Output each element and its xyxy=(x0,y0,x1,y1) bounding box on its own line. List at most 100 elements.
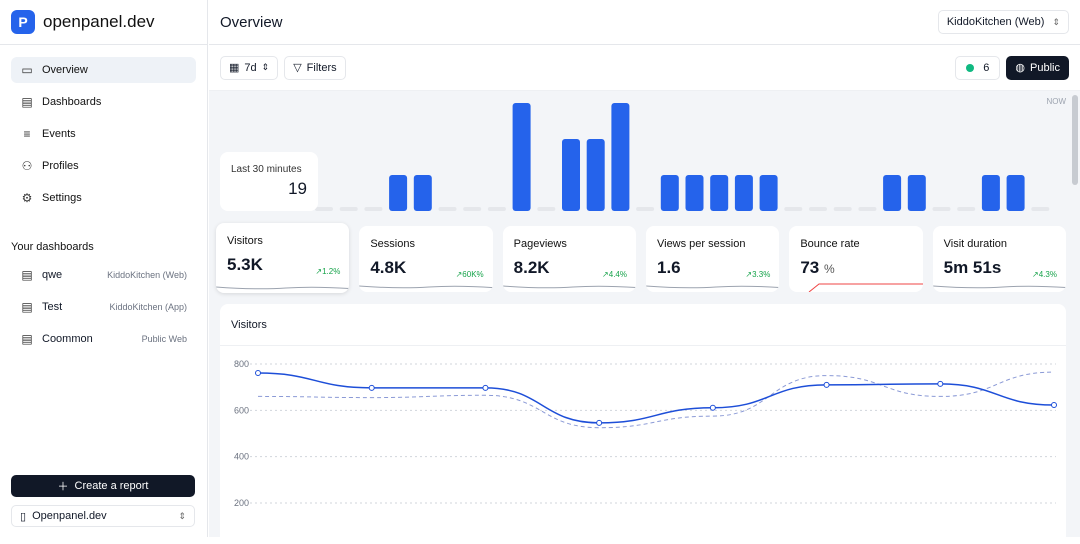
dashboard-project: Public Web xyxy=(141,334,187,344)
sidebar-item-settings[interactable]: ⚙ Settings xyxy=(11,185,196,211)
dashboard-item[interactable]: ▤ Coommon Public Web xyxy=(0,323,207,355)
realtime-bar[interactable] xyxy=(463,207,482,211)
visitors-chart-card: Visitors 800 600 400 200 xyxy=(220,304,1066,544)
sparkline xyxy=(359,285,493,289)
building-icon: ▯ xyxy=(20,510,27,523)
realtime-bar[interactable] xyxy=(438,207,457,211)
date-range-button[interactable]: ▦ 7d ⇕ xyxy=(220,55,279,80)
realtime-bar[interactable] xyxy=(809,207,827,211)
chevron-updown-icon: ⇕ xyxy=(1052,16,1060,27)
metric-title: Pageviews xyxy=(513,238,567,250)
layout-icon: ▤ xyxy=(21,332,33,346)
realtime-bars xyxy=(315,103,1050,211)
dashed-series-line xyxy=(257,371,1055,429)
realtime-bar[interactable] xyxy=(957,207,976,211)
data-point[interactable] xyxy=(255,370,261,377)
data-point[interactable] xyxy=(596,419,603,426)
realtime-bar[interactable] xyxy=(907,175,926,211)
org-select[interactable]: ▯ Openpanel.dev ⇕ xyxy=(11,505,195,527)
metric-change-value: 4.4% xyxy=(608,270,627,279)
sidebar-item-events[interactable]: ≡ Events xyxy=(11,121,196,147)
realtime-bar[interactable] xyxy=(487,207,506,211)
realtime-bar[interactable] xyxy=(858,207,877,211)
realtime-bar[interactable] xyxy=(562,139,580,211)
logo[interactable]: P openpanel.dev xyxy=(0,0,207,45)
create-report-label: Create a report xyxy=(74,480,149,492)
realtime-bar[interactable] xyxy=(932,207,951,211)
realtime-bar[interactable] xyxy=(660,175,679,211)
data-point[interactable] xyxy=(482,384,489,391)
dashboard-project: KiddoKitchen (App) xyxy=(109,302,187,312)
realtime-bar[interactable] xyxy=(784,207,803,211)
project-select[interactable]: KiddoKitchen (Web) ⇕ xyxy=(937,10,1069,34)
calendar-icon: ▦ xyxy=(229,62,240,74)
y-tick-label: 800 xyxy=(234,359,249,369)
public-button[interactable]: ◍ Public xyxy=(1006,55,1069,80)
realtime-bar[interactable] xyxy=(685,175,704,211)
metric-value: 5.3K xyxy=(227,255,263,274)
realtime-bar[interactable] xyxy=(981,175,1000,211)
metric-value: 73 xyxy=(800,258,820,277)
realtime-bar[interactable] xyxy=(734,175,753,211)
layout-icon: ▤ xyxy=(21,95,33,109)
scrollbar[interactable] xyxy=(1072,95,1078,185)
sparkline xyxy=(216,286,350,290)
dashboard-item[interactable]: ▤ Test KiddoKitchen (App) xyxy=(0,291,207,323)
metric-card[interactable]: Visitors 5.3K ↗1.2% xyxy=(216,223,350,293)
dashboard-item[interactable]: ▤ qwe KiddoKitchen (Web) xyxy=(0,259,207,291)
metric-card[interactable]: Bounce rate 73 % xyxy=(789,226,923,292)
realtime-bar[interactable] xyxy=(512,103,531,211)
create-report-button[interactable]: ＋ Create a report xyxy=(11,475,195,497)
metric-card[interactable]: Visit duration 5m 51s ↗4.3% xyxy=(932,226,1066,292)
realtime-bar[interactable] xyxy=(636,207,655,211)
metric-change: ↗3.3% xyxy=(745,270,771,279)
realtime-bar[interactable] xyxy=(883,175,902,211)
realtime-bar[interactable] xyxy=(537,207,556,211)
realtime-bar[interactable] xyxy=(389,175,408,211)
gear-icon: ⚙ xyxy=(21,191,33,205)
data-point[interactable] xyxy=(823,381,830,388)
dashboard-name: Test xyxy=(42,301,63,313)
realtime-bar[interactable] xyxy=(833,207,852,211)
dashboard-name: qwe xyxy=(42,269,63,281)
sidebar-item-profiles[interactable]: ⚇ Profiles xyxy=(11,153,196,179)
realtime-bar[interactable] xyxy=(339,207,358,211)
realtime-bar[interactable] xyxy=(1031,207,1050,211)
public-label: Public xyxy=(1030,61,1060,74)
data-point[interactable] xyxy=(368,384,375,391)
live-count: 6 xyxy=(983,61,990,74)
realtime-bar[interactable] xyxy=(710,175,729,211)
dashboards-heading: Your dashboards xyxy=(11,241,94,253)
sidebar-item-dashboards[interactable]: ▤ Dashboards xyxy=(11,89,196,115)
metric-card[interactable]: Views per session 1.6 ↗3.3% xyxy=(645,226,780,292)
realtime-bar[interactable] xyxy=(759,175,778,211)
data-point[interactable] xyxy=(709,404,716,411)
metric-change: ↗1.2% xyxy=(315,267,341,276)
last-30-min-card: Last 30 minutes 19 xyxy=(220,152,318,211)
filters-button[interactable]: ▽ Filters xyxy=(284,55,346,80)
realtime-bar[interactable] xyxy=(611,103,630,211)
live-visitors-badge[interactable]: 6 xyxy=(955,55,1001,80)
realtime-bar[interactable] xyxy=(586,139,605,211)
metric-title: Bounce rate xyxy=(800,238,860,250)
chevron-updown-icon: ⇕ xyxy=(261,62,270,72)
data-point[interactable] xyxy=(1051,402,1057,409)
realtime-bar[interactable] xyxy=(413,175,432,211)
dashboard-name: Coommon xyxy=(42,333,93,345)
layout-icon: ▤ xyxy=(21,300,33,314)
realtime-bar[interactable] xyxy=(315,207,333,211)
globe-icon: ◍ xyxy=(1015,62,1026,74)
metric-card[interactable]: Pageviews 8.2K ↗4.4% xyxy=(502,226,636,292)
realtime-bar[interactable] xyxy=(364,207,383,211)
metric-change-value: 60K% xyxy=(462,270,484,279)
visitors-line-chart: 800 600 400 200 xyxy=(234,359,1057,508)
sidebar: P openpanel.dev ▭ Overview ▤ Dashboards ≡ Eve… xyxy=(0,0,208,537)
sidebar-item-overview[interactable]: ▭ Overview xyxy=(11,57,196,83)
realtime-bar[interactable] xyxy=(1006,175,1025,211)
data-point[interactable] xyxy=(937,380,944,387)
app-name: openpanel.dev xyxy=(43,12,155,31)
metric-card[interactable]: Sessions 4.8K ↗60K% xyxy=(359,226,493,292)
sparkline xyxy=(932,285,1066,289)
sidebar-item-label: Settings xyxy=(42,192,82,204)
metric-change: ↗4.3% xyxy=(1032,270,1057,279)
